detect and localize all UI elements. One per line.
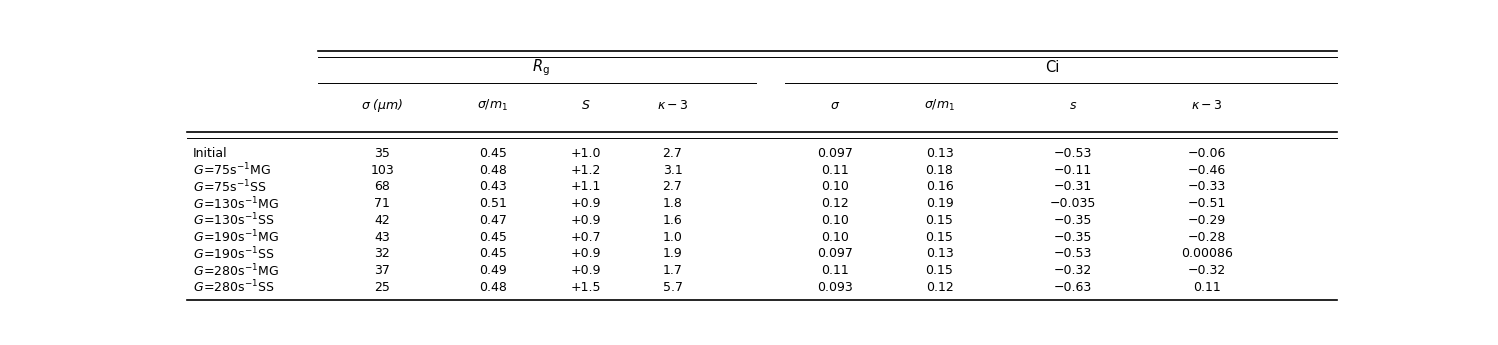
Text: −0.51: −0.51 xyxy=(1188,197,1225,210)
Text: 0.48: 0.48 xyxy=(479,164,506,177)
Text: −0.29: −0.29 xyxy=(1188,214,1225,227)
Text: −0.32: −0.32 xyxy=(1188,264,1225,277)
Text: 1.7: 1.7 xyxy=(662,264,683,277)
Text: $G\!=\!190\mathrm{s}^{-1}\mathrm{SS}$: $G\!=\!190\mathrm{s}^{-1}\mathrm{SS}$ xyxy=(193,246,276,262)
Text: −0.53: −0.53 xyxy=(1055,247,1092,260)
Text: 2.7: 2.7 xyxy=(662,147,683,160)
Text: $G\!=\!130\mathrm{s}^{-1}\mathrm{MG}$: $G\!=\!130\mathrm{s}^{-1}\mathrm{MG}$ xyxy=(193,195,279,212)
Text: $\sigma/m_1$: $\sigma/m_1$ xyxy=(476,98,508,113)
Text: Initial: Initial xyxy=(193,147,228,160)
Text: $\sigma/m_1$: $\sigma/m_1$ xyxy=(924,98,956,113)
Text: −0.35: −0.35 xyxy=(1055,231,1092,244)
Text: −0.11: −0.11 xyxy=(1055,164,1092,177)
Text: 0.12: 0.12 xyxy=(926,281,953,294)
Text: −0.33: −0.33 xyxy=(1188,180,1225,194)
Text: 32: 32 xyxy=(374,247,389,260)
Text: $G\!=\!280\mathrm{s}^{-1}\mathrm{SS}$: $G\!=\!280\mathrm{s}^{-1}\mathrm{SS}$ xyxy=(193,279,276,296)
Text: $G\!=\!130\mathrm{s}^{-1}\mathrm{SS}$: $G\!=\!130\mathrm{s}^{-1}\mathrm{SS}$ xyxy=(193,212,276,229)
Text: 0.13: 0.13 xyxy=(926,247,953,260)
Text: −0.53: −0.53 xyxy=(1055,147,1092,160)
Text: +0.7: +0.7 xyxy=(571,231,601,244)
Text: Ci: Ci xyxy=(1046,60,1059,76)
Text: 1.8: 1.8 xyxy=(662,197,683,210)
Text: −0.06: −0.06 xyxy=(1188,147,1225,160)
Text: +0.9: +0.9 xyxy=(571,197,601,210)
Text: 0.48: 0.48 xyxy=(479,281,506,294)
Text: +0.9: +0.9 xyxy=(571,214,601,227)
Text: 0.47: 0.47 xyxy=(479,214,506,227)
Text: 0.11: 0.11 xyxy=(821,264,849,277)
Text: 103: 103 xyxy=(370,164,394,177)
Text: 0.10: 0.10 xyxy=(821,180,849,194)
Text: 42: 42 xyxy=(374,214,389,227)
Text: $G\!=\!75\mathrm{s}^{-1}\mathrm{SS}$: $G\!=\!75\mathrm{s}^{-1}\mathrm{SS}$ xyxy=(193,179,267,195)
Text: −0.31: −0.31 xyxy=(1055,180,1092,194)
Text: 0.51: 0.51 xyxy=(479,197,506,210)
Text: $\sigma$: $\sigma$ xyxy=(830,99,840,112)
Text: $G\!=\!190\mathrm{s}^{-1}\mathrm{MG}$: $G\!=\!190\mathrm{s}^{-1}\mathrm{MG}$ xyxy=(193,229,279,246)
Text: 0.097: 0.097 xyxy=(816,247,852,260)
Text: 0.43: 0.43 xyxy=(479,180,506,194)
Text: +1.0: +1.0 xyxy=(571,147,601,160)
Text: $\kappa-3$: $\kappa-3$ xyxy=(1191,99,1222,112)
Text: 0.12: 0.12 xyxy=(821,197,849,210)
Text: +0.9: +0.9 xyxy=(571,264,601,277)
Text: 0.10: 0.10 xyxy=(821,214,849,227)
Text: $\sigma$ ($\mu$m): $\sigma$ ($\mu$m) xyxy=(361,97,403,114)
Text: 0.15: 0.15 xyxy=(926,214,954,227)
Text: 0.097: 0.097 xyxy=(816,147,852,160)
Text: 0.11: 0.11 xyxy=(821,164,849,177)
Text: 68: 68 xyxy=(374,180,389,194)
Text: $G\!=\!280\mathrm{s}^{-1}\mathrm{MG}$: $G\!=\!280\mathrm{s}^{-1}\mathrm{MG}$ xyxy=(193,262,279,279)
Text: 2.7: 2.7 xyxy=(662,180,683,194)
Text: −0.46: −0.46 xyxy=(1188,164,1225,177)
Text: 0.093: 0.093 xyxy=(818,281,852,294)
Text: $S$: $S$ xyxy=(581,99,590,112)
Text: +1.2: +1.2 xyxy=(571,164,601,177)
Text: 71: 71 xyxy=(374,197,389,210)
Text: $R_\mathrm{g}$: $R_\mathrm{g}$ xyxy=(532,58,550,78)
Text: 3.1: 3.1 xyxy=(662,164,683,177)
Text: 0.11: 0.11 xyxy=(1192,281,1221,294)
Text: $G\!=\!75\mathrm{s}^{-1}\mathrm{MG}$: $G\!=\!75\mathrm{s}^{-1}\mathrm{MG}$ xyxy=(193,162,271,179)
Text: 1.0: 1.0 xyxy=(662,231,683,244)
Text: 37: 37 xyxy=(374,264,389,277)
Text: 0.15: 0.15 xyxy=(926,264,954,277)
Text: 0.18: 0.18 xyxy=(926,164,954,177)
Text: −0.35: −0.35 xyxy=(1055,214,1092,227)
Text: 0.45: 0.45 xyxy=(479,147,506,160)
Text: $s$: $s$ xyxy=(1070,99,1077,112)
Text: 0.15: 0.15 xyxy=(926,231,954,244)
Text: 0.00086: 0.00086 xyxy=(1180,247,1233,260)
Text: +0.9: +0.9 xyxy=(571,247,601,260)
Text: −0.32: −0.32 xyxy=(1055,264,1092,277)
Text: 0.49: 0.49 xyxy=(479,264,506,277)
Text: 0.16: 0.16 xyxy=(926,180,953,194)
Text: 43: 43 xyxy=(374,231,389,244)
Text: 35: 35 xyxy=(374,147,389,160)
Text: 1.6: 1.6 xyxy=(662,214,683,227)
Text: 0.45: 0.45 xyxy=(479,231,506,244)
Text: −0.28: −0.28 xyxy=(1188,231,1225,244)
Text: +1.1: +1.1 xyxy=(571,180,601,194)
Text: 1.9: 1.9 xyxy=(662,247,683,260)
Text: 0.45: 0.45 xyxy=(479,247,506,260)
Text: 0.10: 0.10 xyxy=(821,231,849,244)
Text: 25: 25 xyxy=(374,281,389,294)
Text: 0.19: 0.19 xyxy=(926,197,953,210)
Text: $\kappa-3$: $\kappa-3$ xyxy=(656,99,689,112)
Text: −0.035: −0.035 xyxy=(1050,197,1097,210)
Text: +1.5: +1.5 xyxy=(571,281,601,294)
Text: 5.7: 5.7 xyxy=(662,281,683,294)
Text: 0.13: 0.13 xyxy=(926,147,953,160)
Text: −0.63: −0.63 xyxy=(1055,281,1092,294)
